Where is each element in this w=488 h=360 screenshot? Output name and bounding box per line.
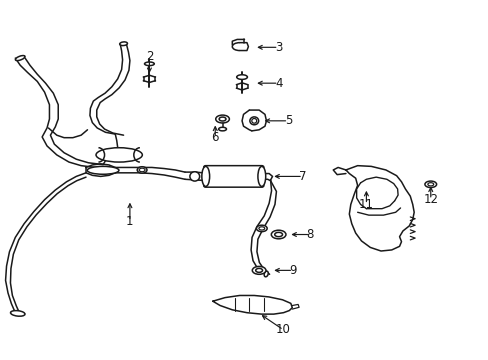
Text: 6: 6 (211, 131, 219, 144)
Ellipse shape (264, 271, 268, 277)
Ellipse shape (202, 166, 209, 186)
Ellipse shape (144, 62, 154, 66)
Ellipse shape (256, 225, 266, 231)
Text: 10: 10 (276, 323, 290, 336)
Text: 3: 3 (274, 41, 282, 54)
Text: 8: 8 (306, 228, 313, 241)
Ellipse shape (215, 115, 229, 123)
Ellipse shape (87, 166, 119, 174)
Ellipse shape (249, 117, 258, 125)
Ellipse shape (15, 55, 25, 60)
Text: 2: 2 (145, 50, 153, 63)
Ellipse shape (218, 127, 226, 131)
Text: 7: 7 (299, 170, 306, 183)
Text: 9: 9 (289, 264, 296, 277)
Ellipse shape (137, 167, 147, 173)
Text: 1: 1 (126, 215, 133, 228)
Ellipse shape (120, 42, 127, 46)
Ellipse shape (96, 148, 142, 162)
Text: 11: 11 (358, 198, 373, 211)
Ellipse shape (257, 166, 265, 186)
Ellipse shape (424, 181, 436, 188)
FancyBboxPatch shape (203, 166, 263, 187)
Text: 12: 12 (423, 193, 437, 206)
Ellipse shape (11, 311, 25, 316)
Text: 4: 4 (274, 77, 282, 90)
Ellipse shape (189, 172, 199, 181)
Ellipse shape (236, 75, 247, 80)
Text: 5: 5 (284, 114, 291, 127)
Ellipse shape (252, 266, 265, 274)
Ellipse shape (271, 230, 285, 239)
